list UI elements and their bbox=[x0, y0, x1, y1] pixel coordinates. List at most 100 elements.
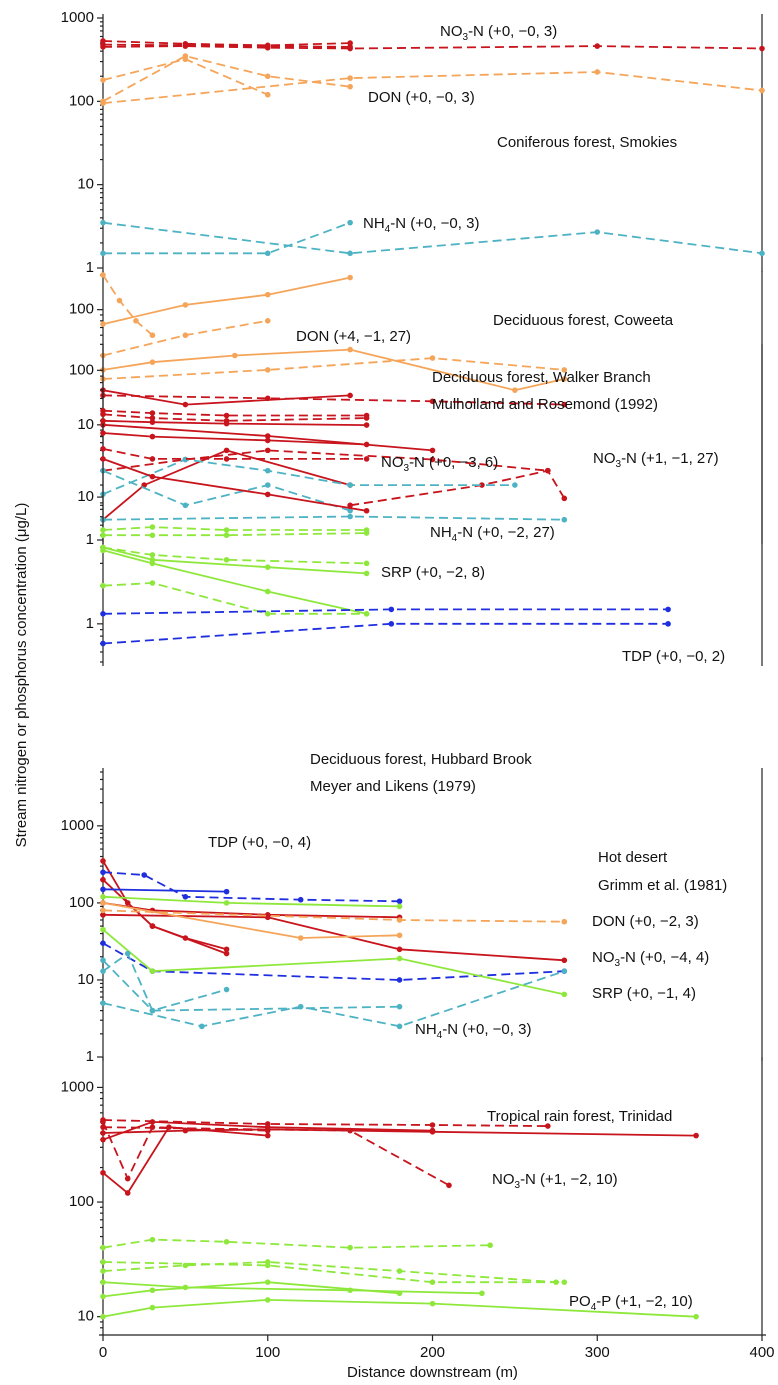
data-point bbox=[264, 250, 271, 257]
y-tick-label: 10 bbox=[77, 971, 94, 988]
data-point bbox=[149, 580, 156, 586]
series-line bbox=[102, 1126, 268, 1195]
data-point bbox=[561, 376, 568, 382]
data-point bbox=[149, 532, 156, 539]
data-point bbox=[264, 1132, 271, 1139]
subscript: 3 bbox=[616, 459, 622, 470]
data-point bbox=[100, 1169, 106, 1176]
data-point bbox=[594, 229, 601, 235]
y-axis-label: Stream nitrogen or phosphorus concentrat… bbox=[13, 503, 30, 848]
annotation-text: DON (+0, −0, 3) bbox=[368, 89, 475, 106]
data-point bbox=[594, 69, 601, 75]
data-point bbox=[347, 75, 353, 81]
series-line bbox=[102, 409, 367, 417]
data-point bbox=[396, 955, 403, 962]
data-point bbox=[223, 888, 230, 895]
data-point bbox=[232, 352, 238, 359]
annotation: Meyer and Likens (1979) bbox=[310, 778, 476, 795]
data-point bbox=[264, 1121, 271, 1127]
data-point bbox=[264, 91, 271, 98]
data-point bbox=[124, 950, 131, 957]
annotation-text: SRP (+0, −1, 4) bbox=[592, 985, 696, 1002]
series-line bbox=[102, 582, 367, 615]
data-point bbox=[264, 482, 271, 488]
series-line bbox=[102, 928, 565, 996]
data-point bbox=[297, 896, 304, 903]
data-point bbox=[223, 557, 230, 563]
subscript: 4 bbox=[437, 1030, 443, 1041]
y-tick-label: 10 bbox=[77, 1308, 94, 1325]
data-point bbox=[759, 250, 765, 257]
series-line bbox=[102, 888, 227, 893]
annotation-text: -N (+0, −2, 27) bbox=[457, 524, 555, 541]
annotation: SRP (+0, −2, 8) bbox=[381, 564, 485, 581]
annotation: SRP (+0, −1, 4) bbox=[592, 985, 696, 1002]
series-line bbox=[102, 357, 565, 380]
data-point bbox=[347, 346, 353, 353]
y-tick-label: 1 bbox=[86, 259, 94, 276]
y-tick-label: 1 bbox=[86, 531, 94, 548]
annotation: TDP (+0, −0, 2) bbox=[622, 648, 725, 665]
annotation: NO3-N (+1, −2, 10) bbox=[492, 1171, 618, 1191]
annotation-text: NO bbox=[592, 949, 615, 966]
data-point bbox=[347, 1127, 353, 1134]
annotation: NO3-N (+1, −1, 27) bbox=[593, 450, 719, 470]
data-point bbox=[479, 1290, 485, 1297]
annotation-text: TDP (+0, −0, 4) bbox=[208, 834, 311, 851]
data-point bbox=[264, 588, 271, 595]
data-point bbox=[100, 582, 106, 589]
data-point bbox=[347, 83, 353, 90]
annotation: Deciduous forest, Walker Branch bbox=[432, 369, 651, 386]
subscript: 3 bbox=[615, 958, 621, 969]
data-point bbox=[100, 1136, 106, 1143]
data-point bbox=[100, 926, 106, 933]
annotation-text: NH bbox=[415, 1021, 437, 1038]
y-tick-label: 1000 bbox=[61, 817, 94, 834]
data-point bbox=[223, 1238, 230, 1245]
data-point bbox=[100, 430, 106, 436]
series-line bbox=[102, 546, 367, 575]
data-point bbox=[665, 606, 671, 613]
data-point bbox=[182, 1262, 189, 1269]
annotation-text: Deciduous forest, Walker Branch bbox=[432, 369, 651, 386]
annotation: NO3-N (+0, −4, 4) bbox=[592, 949, 709, 969]
data-point bbox=[512, 482, 518, 488]
data-point bbox=[545, 1123, 551, 1129]
y-tick-label: 10 bbox=[77, 416, 94, 433]
series-line bbox=[102, 1126, 450, 1187]
data-point bbox=[223, 900, 230, 906]
data-point bbox=[487, 1242, 493, 1249]
data-point bbox=[100, 1259, 106, 1265]
y-tick-label: 1000 bbox=[61, 9, 94, 26]
data-point bbox=[223, 946, 230, 953]
annotation: NO3-N (+0, −0, 3) bbox=[440, 23, 557, 43]
data-point bbox=[363, 560, 370, 567]
data-point bbox=[396, 917, 403, 923]
data-point bbox=[561, 516, 568, 523]
subscript: 3 bbox=[404, 463, 410, 474]
series-line bbox=[102, 608, 669, 615]
data-point bbox=[396, 903, 403, 910]
data-point bbox=[199, 1023, 205, 1030]
data-point bbox=[561, 918, 568, 925]
series-line bbox=[102, 221, 763, 255]
data-point bbox=[100, 250, 106, 257]
data-point bbox=[396, 932, 403, 939]
series-line bbox=[349, 469, 566, 507]
data-point bbox=[100, 869, 106, 876]
data-point bbox=[182, 502, 189, 509]
data-point bbox=[149, 1124, 156, 1130]
series-line bbox=[102, 449, 351, 521]
data-point bbox=[396, 1290, 403, 1297]
data-point bbox=[388, 606, 395, 613]
data-point bbox=[264, 1262, 271, 1269]
data-point bbox=[100, 940, 106, 946]
data-point bbox=[100, 219, 106, 226]
series-line bbox=[102, 458, 367, 512]
data-point bbox=[388, 621, 395, 627]
annotation-text: DON (+4, −1, 27) bbox=[296, 328, 411, 345]
series-line bbox=[102, 276, 351, 325]
data-point bbox=[100, 1279, 106, 1285]
annotation-text: -N (+1, −2, 10) bbox=[520, 1171, 618, 1188]
series-line bbox=[102, 419, 367, 426]
